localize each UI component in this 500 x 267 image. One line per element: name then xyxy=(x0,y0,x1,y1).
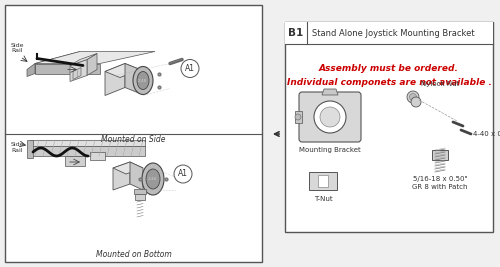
Text: Assembly must be ordered.: Assembly must be ordered. xyxy=(319,64,459,73)
Bar xyxy=(285,22,493,232)
Circle shape xyxy=(181,60,199,77)
Bar xyxy=(27,140,33,158)
Polygon shape xyxy=(130,162,143,190)
Polygon shape xyxy=(295,111,302,123)
Text: T-Nut: T-Nut xyxy=(314,196,332,202)
Polygon shape xyxy=(87,53,97,76)
Text: Mounting Bracket: Mounting Bracket xyxy=(299,147,361,153)
Text: 4-40 x 0.60": 4-40 x 0.60" xyxy=(473,131,500,137)
Bar xyxy=(318,175,328,187)
Text: 5/16-18 x 0.50": 5/16-18 x 0.50" xyxy=(412,176,468,182)
Circle shape xyxy=(407,91,419,103)
Circle shape xyxy=(411,97,421,107)
Text: Z-48: Z-48 xyxy=(138,78,147,83)
Polygon shape xyxy=(90,152,105,160)
Polygon shape xyxy=(35,52,155,64)
Text: A1: A1 xyxy=(178,170,188,179)
Polygon shape xyxy=(322,89,338,95)
Text: Z-48: Z-48 xyxy=(148,177,158,181)
Bar xyxy=(134,189,146,194)
Text: Individual componets are not available .: Individual componets are not available . xyxy=(286,78,492,87)
Polygon shape xyxy=(113,162,143,174)
Ellipse shape xyxy=(137,72,149,89)
Bar xyxy=(432,150,448,160)
Ellipse shape xyxy=(133,66,153,95)
Circle shape xyxy=(295,114,301,120)
Text: Mounted on Bottom: Mounted on Bottom xyxy=(96,250,172,259)
Polygon shape xyxy=(65,156,85,166)
Text: GR 8 with Patch: GR 8 with Patch xyxy=(412,184,468,190)
Bar xyxy=(5,5,262,262)
Bar xyxy=(285,22,493,44)
Polygon shape xyxy=(113,162,130,190)
Bar xyxy=(135,194,145,200)
Text: A1: A1 xyxy=(185,64,195,73)
Polygon shape xyxy=(105,64,140,77)
Polygon shape xyxy=(70,60,87,81)
Circle shape xyxy=(320,107,340,127)
Text: B1: B1 xyxy=(288,28,304,38)
Text: Side
Rail: Side Rail xyxy=(10,142,24,153)
Ellipse shape xyxy=(142,163,164,195)
Polygon shape xyxy=(27,64,35,77)
Circle shape xyxy=(314,101,346,133)
Text: Mounted on Side: Mounted on Side xyxy=(101,135,166,144)
Polygon shape xyxy=(35,64,100,73)
Polygon shape xyxy=(73,68,81,80)
Ellipse shape xyxy=(146,169,160,189)
Polygon shape xyxy=(105,64,125,96)
Polygon shape xyxy=(70,53,97,65)
FancyBboxPatch shape xyxy=(299,92,361,142)
Bar xyxy=(309,172,337,190)
Circle shape xyxy=(410,93,416,100)
Polygon shape xyxy=(30,146,145,156)
Polygon shape xyxy=(125,64,140,93)
Polygon shape xyxy=(30,140,145,146)
Text: Stand Alone Joystick Mounting Bracket: Stand Alone Joystick Mounting Bracket xyxy=(312,29,474,37)
Text: Side
Rail: Side Rail xyxy=(10,43,24,53)
Circle shape xyxy=(174,165,192,183)
Polygon shape xyxy=(35,52,80,73)
Text: Nylock Nut: Nylock Nut xyxy=(421,81,460,87)
